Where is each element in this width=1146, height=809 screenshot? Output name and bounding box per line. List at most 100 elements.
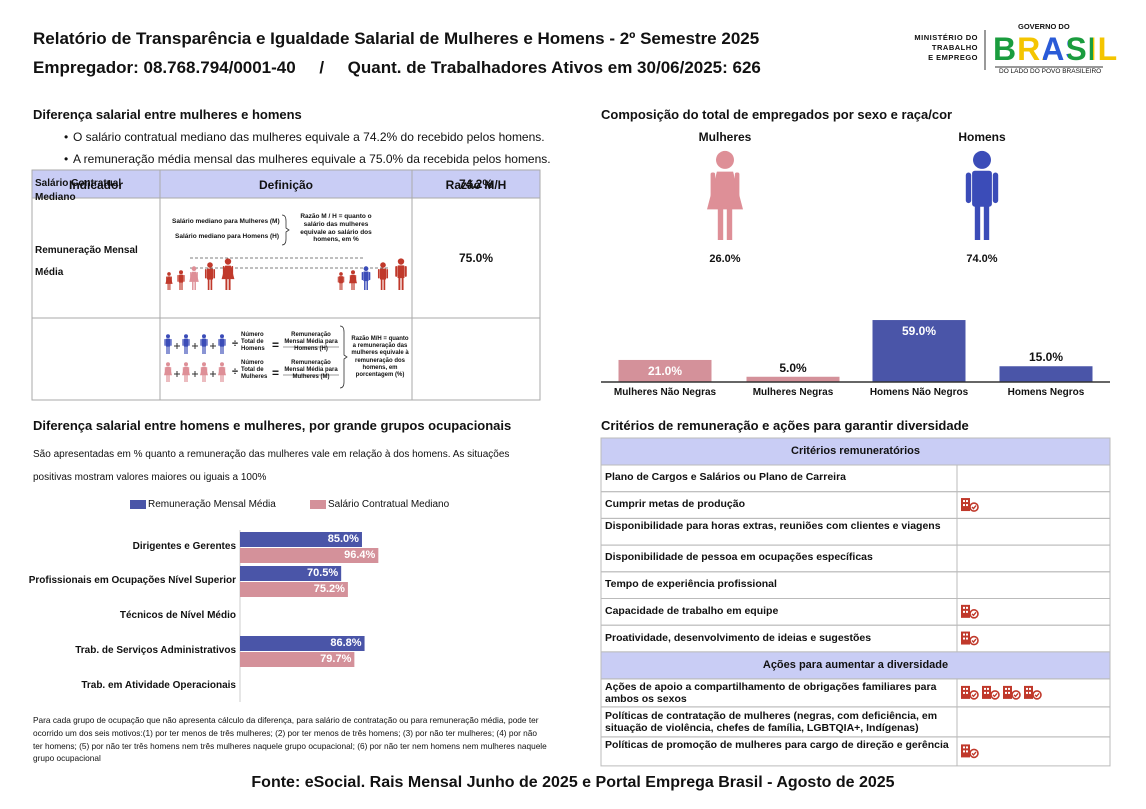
ministry-logo-text: E EMPREGO xyxy=(928,53,978,62)
person-arm xyxy=(204,269,207,279)
person-arm xyxy=(183,275,185,282)
person-dress xyxy=(165,276,173,284)
footer: Fonte: eSocial. Rais Mensal Junho de 202… xyxy=(251,774,895,791)
bar-value-label: 21.0% xyxy=(647,363,683,378)
table-row xyxy=(600,736,1111,767)
ministry-logo-text: TRABALHO xyxy=(931,43,978,52)
icon-check xyxy=(1013,692,1019,698)
person-arm xyxy=(992,172,999,204)
bar xyxy=(618,359,712,382)
person-leg xyxy=(169,283,171,290)
person-leg xyxy=(210,279,213,290)
person-arm xyxy=(188,339,190,346)
person-head xyxy=(716,150,734,169)
section-header: Ações para aumentar a diversidade xyxy=(762,658,949,671)
section-title: Diferença salarial entre homens e mulher… xyxy=(33,418,512,433)
person-icon xyxy=(361,266,371,290)
icon-building xyxy=(982,685,991,699)
person-icon xyxy=(337,272,345,290)
person-head xyxy=(167,272,171,276)
person-body xyxy=(165,338,171,347)
indicator-name: Salário Contratual Mediano xyxy=(35,178,122,203)
legend-swatch xyxy=(130,500,146,509)
person-leg xyxy=(225,277,228,290)
person-arm xyxy=(164,339,166,346)
icon-window xyxy=(966,687,968,690)
icon-window xyxy=(966,691,968,694)
person-leg xyxy=(366,280,368,290)
person-icon xyxy=(177,270,185,290)
category-label: Profissionais em Ocupações Nível Superio… xyxy=(28,575,236,586)
icon-window xyxy=(963,504,965,507)
icon-check xyxy=(971,751,977,756)
definition-text: Salário mediano para Homens (H) xyxy=(175,233,280,240)
icon-window xyxy=(963,687,965,690)
criteria-text: Disponibilidade de pessoa em ocupações e… xyxy=(605,551,873,564)
person-leg xyxy=(168,346,170,354)
icon-window xyxy=(1008,691,1010,694)
person-arm xyxy=(231,266,234,276)
person-icon xyxy=(218,334,226,354)
person-arm xyxy=(200,367,202,373)
person-body xyxy=(397,265,405,279)
bar-value-label: 75.2% xyxy=(313,583,345,595)
person-dress xyxy=(707,171,743,210)
icon-window xyxy=(963,610,965,613)
section-header: Critérios remuneratórios xyxy=(791,445,920,457)
person-leg xyxy=(726,205,733,240)
icon-window xyxy=(966,500,968,503)
person-arm xyxy=(182,367,184,373)
definition-text: Salário mediano para Mulheres (M) xyxy=(172,218,280,225)
math-symbol: = xyxy=(272,366,280,380)
person-arm xyxy=(213,269,216,279)
icon-window xyxy=(966,633,968,636)
bar-value-label: 70.5% xyxy=(306,567,339,579)
icon-window xyxy=(1008,687,1010,690)
brace xyxy=(339,325,348,389)
person-arm xyxy=(188,367,190,373)
person-head xyxy=(224,258,232,265)
definition-text: Remuneração Mensal Média para Homens (H) xyxy=(284,332,338,353)
person-body xyxy=(972,170,992,207)
person-body xyxy=(178,274,184,283)
person-arm xyxy=(386,269,389,279)
category-label: Dirigentes e Gerentes xyxy=(132,541,236,552)
category-label: Técnicos de Nível Médio xyxy=(119,610,236,621)
person-dress xyxy=(182,366,190,376)
icon-building xyxy=(1003,685,1012,699)
category-label: Homens Não Negros xyxy=(869,387,969,398)
person-arm xyxy=(710,172,716,200)
table-header-cell: Definição xyxy=(258,178,313,192)
icon-window xyxy=(966,610,968,613)
bar-value-label: 15.0% xyxy=(1028,350,1064,365)
table-header-cell: Indicador xyxy=(68,178,123,192)
person-body xyxy=(201,338,207,347)
bar xyxy=(240,636,365,651)
sex-figure xyxy=(965,150,999,240)
person-head xyxy=(207,262,213,268)
person-head xyxy=(179,270,183,275)
person-leg xyxy=(202,374,204,382)
criteria-icon xyxy=(982,685,1000,700)
person-icon xyxy=(221,258,235,290)
criteria-icon xyxy=(961,604,979,619)
table-header-bg xyxy=(32,170,540,198)
bar-value-label: 59.0% xyxy=(901,324,937,339)
person-leg xyxy=(194,280,196,290)
person-arm xyxy=(218,367,220,373)
person-arm xyxy=(182,339,184,346)
person-icon xyxy=(200,362,208,382)
person-body xyxy=(183,338,189,347)
person-dress xyxy=(189,271,199,282)
person-arm xyxy=(218,339,220,346)
person-body xyxy=(219,338,225,347)
icon-building xyxy=(961,685,970,699)
section-title: Diferença salarial entre mulheres e home… xyxy=(33,107,302,122)
category-label: Mulheres Não Negras xyxy=(613,387,717,398)
bar xyxy=(240,652,355,667)
criteria-icon xyxy=(1024,685,1042,700)
person-leg xyxy=(383,279,386,290)
table-header-cell: Razão M/H xyxy=(445,178,507,192)
footnote: Para cada grupo de ocupação que não apre… xyxy=(33,715,547,764)
